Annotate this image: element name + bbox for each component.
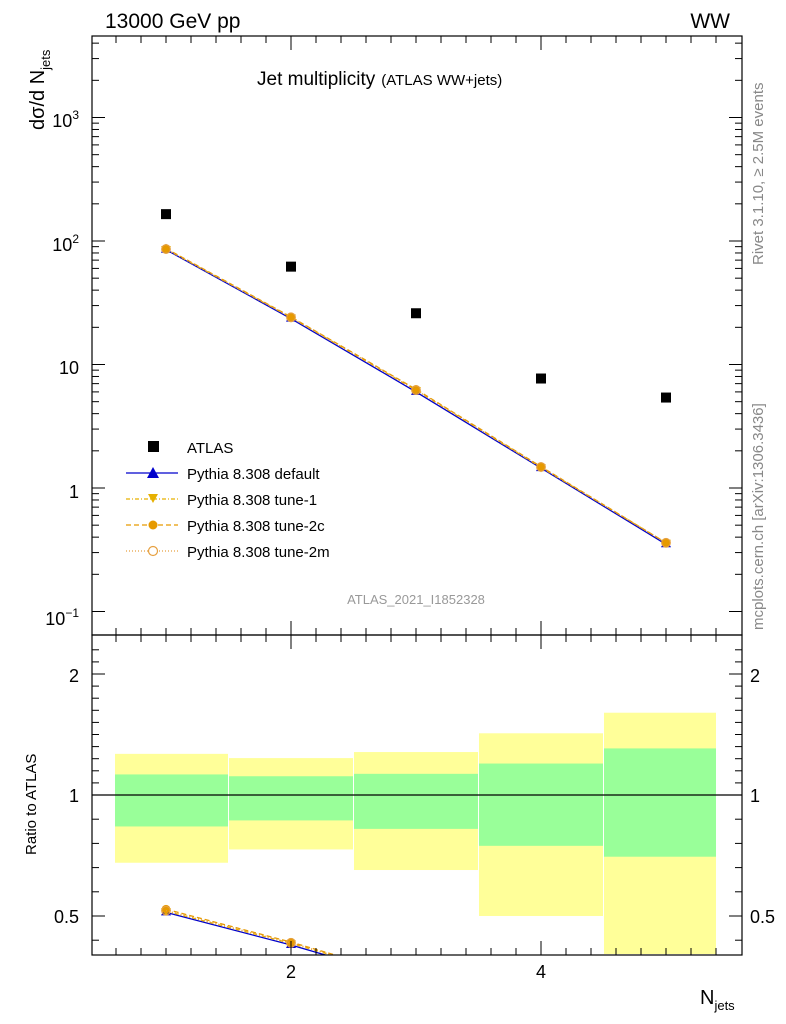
ratio-tune2c-point [662,1016,671,1024]
atlas-point [661,392,671,403]
tune2c-point [161,244,171,253]
mcplots-label: mcplots.cern.ch [arXiv:1306.3436] [750,403,767,630]
inner-band-0 [115,774,228,827]
ratio-tune1-point [536,988,546,996]
process-label: WW [690,10,730,33]
inner-band-2 [354,773,478,829]
x-tick-label-2: 2 [286,962,296,982]
legend-label-default: Pythia 8.308 default [187,466,320,483]
tune2m-point [661,537,671,548]
legend-label-tune2c: Pythia 8.308 tune-2c [187,518,325,535]
beam-label: 13000 GeV pp [105,10,240,33]
series-line-3 [165,247,667,544]
ratio-bands [115,712,716,954]
ratio-y-tick-labels: 2 1 0.5 2 1 0.5 [54,666,775,927]
ratio-tune2m-point [161,905,171,916]
x-tick-label-4: 4 [536,962,546,982]
ratio-line-2 [165,908,338,955]
ratio-line-0 [165,911,328,955]
analysis-label: ATLAS_2021_I1852328 [347,592,485,607]
ratio-tune2m-point [537,986,546,995]
legend-label-tune1: Pythia 8.308 tune-1 [187,492,317,509]
ratio-y-tick-1-left: 1 [69,786,79,806]
y-tick-label-1000: 103 [52,108,79,131]
rivet-version-label: Rivet 3.1.10, ≥ 2.5M events [750,83,767,266]
atlas-point [286,261,296,272]
plot-title: Jet multiplicity (ATLAS WW+jets) [257,69,502,90]
ratio-line-1 [165,910,334,955]
x-tick-labels: 2 4 [286,962,546,982]
ratio-default-point [411,975,421,984]
tune2c-point [536,462,546,471]
legend-marker-atlas [148,441,159,452]
tune2m-point [286,312,296,323]
tune2m-point [161,244,171,254]
atlas-point [161,209,171,220]
legend-marker-tune2c [148,520,158,530]
ratio-y-tick-1-right: 1 [750,786,760,806]
ratio-y-tick-0p5-right: 0.5 [750,907,775,927]
legend-label-atlas: ATLAS [187,440,233,457]
ratio-default-point [661,1015,671,1024]
ratio-y-axis-label: Ratio to ATLAS [23,754,40,855]
ratio-y-tick-2-right: 2 [750,666,760,686]
legend: ATLAS Pythia 8.308 default Pythia 8.308 … [126,440,330,561]
plot-title-sub: (ATLAS WW+jets) [381,72,502,89]
legend-marker-default [147,467,159,478]
ratio-y-tick-2-left: 2 [69,666,79,686]
plot-title-main: Jet multiplicity [257,69,376,90]
y-tick-label-1: 1 [69,482,79,502]
main-series [161,209,671,548]
ratio-series [161,904,671,1024]
ratio-lines [161,904,671,1024]
x-axis-label: Njets [700,987,735,1013]
tune2m-point [411,385,421,396]
ratio-line-3 [165,910,335,955]
ratio-tune2m-point [662,1016,671,1024]
inner-band-1 [229,776,353,821]
tune2c-point [661,538,671,548]
atlas-point [411,308,421,319]
atlas-point [536,373,546,384]
ratio-tune2m-point [412,975,421,984]
legend-marker-tune2m [147,545,159,557]
ratio-tune1-point [411,976,421,984]
tune2c-point [411,384,421,394]
ratio-tune2c-point [537,986,546,995]
legend-marker-tune1 [148,494,158,503]
inner-band-3 [479,763,603,846]
y-tick-label-10: 10 [59,358,79,378]
y-tick-label-0p1: 10−1 [45,606,79,629]
main-y-tick-labels: 10−1 1 10 102 103 [45,108,79,629]
inner-band-4 [604,748,716,857]
ratio-default-point [536,985,546,994]
y-tick-label-100: 102 [52,232,79,255]
main-y-axis-label: dσ/d Njets [27,49,53,130]
ratio-y-tick-0p5-left: 0.5 [54,907,79,927]
legend-label-tune2m: Pythia 8.308 tune-2m [187,544,330,561]
main-axis-ticks [92,36,742,635]
ratio-axis-ticks [92,635,742,955]
ratio-tune1-point [661,1018,671,1024]
tune2c-point [286,312,296,322]
ratio-tune2c-point [412,974,421,983]
tune2m-point [536,462,546,472]
